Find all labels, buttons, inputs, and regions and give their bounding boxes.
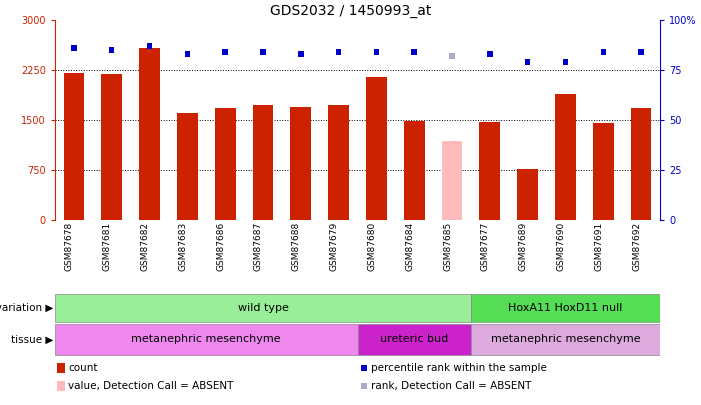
Text: GSM87690: GSM87690 [557,222,566,271]
Bar [139,48,160,220]
Text: count: count [68,363,97,373]
Point [447,53,458,59]
Text: GSM87681: GSM87681 [103,222,111,271]
Point [68,45,79,51]
Bar [631,108,651,220]
Point [484,51,496,57]
Point [144,43,155,49]
Bar [555,94,576,220]
Bar [290,107,311,220]
Text: GSM87682: GSM87682 [140,222,149,271]
Text: GSM87685: GSM87685 [443,222,452,271]
Bar [517,169,538,220]
Point [333,49,344,55]
Text: genotype/variation ▶: genotype/variation ▶ [0,303,53,313]
Point [358,365,369,371]
Point [560,59,571,65]
Text: GSM87691: GSM87691 [594,222,604,271]
Point [219,49,231,55]
Text: tissue ▶: tissue ▶ [11,335,53,345]
Bar [177,113,198,220]
Text: GSM87684: GSM87684 [405,222,414,271]
Text: GSM87686: GSM87686 [216,222,225,271]
Text: wild type: wild type [238,303,288,313]
Bar [593,123,613,220]
Point [295,51,306,57]
Text: metanephric mesenchyme: metanephric mesenchyme [132,335,281,345]
Bar [102,74,122,220]
Bar [404,121,425,220]
Point [182,51,193,57]
Point [522,59,533,65]
Text: metanephric mesenchyme: metanephric mesenchyme [491,335,640,345]
Point [409,49,420,55]
Bar [442,141,463,220]
Text: GSM87687: GSM87687 [254,222,263,271]
FancyBboxPatch shape [55,294,471,322]
FancyBboxPatch shape [55,324,358,355]
Point [371,49,382,55]
Text: GSM87679: GSM87679 [329,222,339,271]
Point [636,49,647,55]
Point [358,383,369,389]
FancyBboxPatch shape [471,294,660,322]
Point [257,49,268,55]
Bar [479,122,501,220]
FancyBboxPatch shape [358,324,471,355]
FancyBboxPatch shape [471,324,660,355]
Text: value, Detection Call = ABSENT: value, Detection Call = ABSENT [68,381,233,391]
Text: rank, Detection Call = ABSENT: rank, Detection Call = ABSENT [371,381,531,391]
Text: GSM87683: GSM87683 [178,222,187,271]
Text: percentile rank within the sample: percentile rank within the sample [371,363,547,373]
Text: GSM87680: GSM87680 [367,222,376,271]
Bar [252,105,273,220]
Point [598,49,609,55]
Text: GSM87688: GSM87688 [292,222,301,271]
Bar [215,108,236,220]
Text: GSM87689: GSM87689 [519,222,528,271]
Bar [64,72,84,220]
Bar [328,105,349,220]
Point [106,47,117,53]
Text: HoxA11 HoxD11 null: HoxA11 HoxD11 null [508,303,622,313]
Bar [366,77,387,220]
Text: ureteric bud: ureteric bud [380,335,449,345]
Text: GDS2032 / 1450993_at: GDS2032 / 1450993_at [270,4,431,18]
Text: GSM87692: GSM87692 [632,222,641,271]
Text: GSM87678: GSM87678 [65,222,74,271]
Text: GSM87677: GSM87677 [481,222,490,271]
